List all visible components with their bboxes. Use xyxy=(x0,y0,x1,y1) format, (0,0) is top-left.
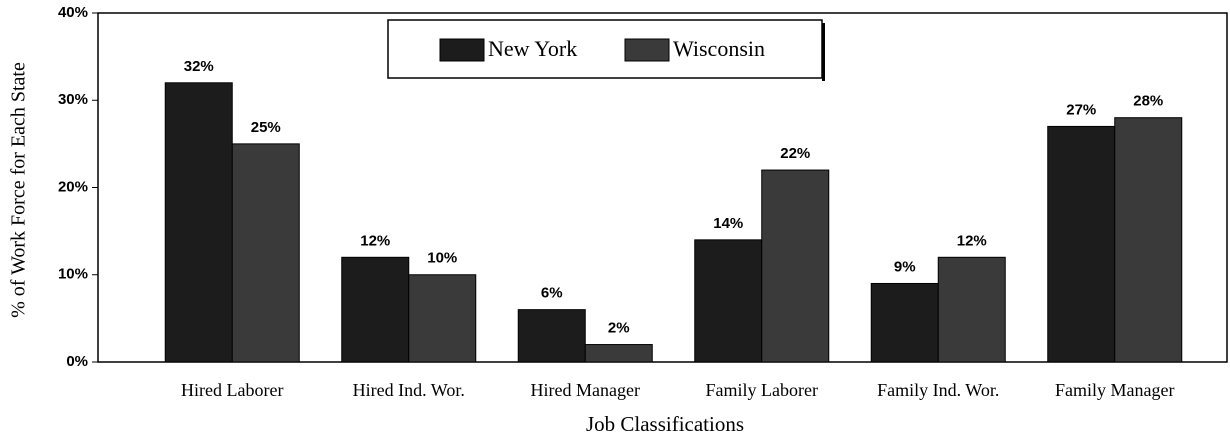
data-label: 6% xyxy=(541,285,563,302)
data-label: 25% xyxy=(251,119,281,136)
bar xyxy=(231,143,300,363)
data-label: 2% xyxy=(608,320,630,337)
y-tick-label: 20% xyxy=(58,178,88,195)
y-tick-label: 40% xyxy=(58,4,88,21)
x-tick-label: Family Ind. Wor. xyxy=(877,380,999,400)
y-tick-label: 0% xyxy=(66,353,88,370)
data-label: 12% xyxy=(957,232,987,249)
bar xyxy=(694,239,763,363)
data-label: 14% xyxy=(713,215,743,232)
y-tick-label: 30% xyxy=(58,91,88,108)
data-label: 27% xyxy=(1066,101,1096,118)
x-tick-label: Family Manager xyxy=(1055,380,1174,400)
bar xyxy=(1114,117,1183,363)
x-tick-label: Hired Laborer xyxy=(181,380,283,400)
data-label: 10% xyxy=(427,250,457,267)
bar xyxy=(341,256,410,363)
data-label: 32% xyxy=(184,58,214,75)
data-label: 9% xyxy=(894,258,916,275)
data-label: 28% xyxy=(1133,93,1163,110)
x-tick-label: Family Laborer xyxy=(706,380,818,400)
legend-swatch xyxy=(624,38,670,62)
bar xyxy=(870,282,939,363)
y-axis-title: % of Work Force for Each State xyxy=(8,62,30,318)
legend-swatch xyxy=(439,38,485,62)
legend-label: Wisconsin xyxy=(673,36,765,61)
data-label: 22% xyxy=(780,145,810,162)
bar xyxy=(164,82,233,363)
bar xyxy=(1047,125,1116,363)
legend-shadow xyxy=(822,23,825,81)
legend-label: New York xyxy=(488,36,577,61)
bar xyxy=(517,309,586,363)
bar xyxy=(761,169,830,363)
bar xyxy=(408,274,477,363)
x-tick-label: Hired Manager xyxy=(531,380,640,400)
x-axis-title: Job Classifications xyxy=(586,412,744,436)
data-label: 12% xyxy=(360,232,390,249)
y-tick-label: 10% xyxy=(58,266,88,283)
bar xyxy=(937,256,1006,363)
bar xyxy=(584,344,653,363)
x-tick-label: Hired Ind. Wor. xyxy=(353,380,465,400)
